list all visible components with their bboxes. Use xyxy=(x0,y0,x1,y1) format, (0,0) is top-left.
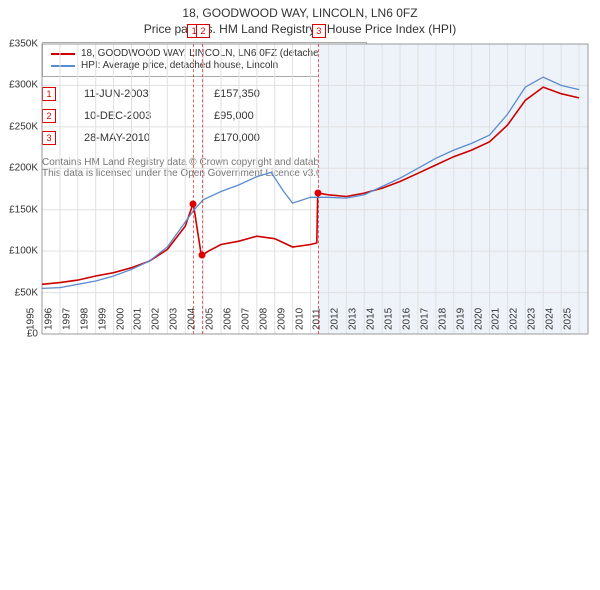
event-marker-box: 3 xyxy=(312,24,326,38)
x-tick-label: 1998 xyxy=(79,308,90,334)
x-tick-label: 2021 xyxy=(491,308,502,334)
event-vline xyxy=(202,44,203,334)
title-address: 18, GOODWOOD WAY, LINCOLN, LN6 0FZ xyxy=(0,6,600,20)
x-tick-label: 2020 xyxy=(473,308,484,334)
x-tick-label: 2016 xyxy=(401,308,412,334)
event-dot xyxy=(199,252,206,259)
y-tick-label: £200K xyxy=(9,163,42,174)
x-tick-label: 2025 xyxy=(563,308,574,334)
x-tick-label: 2013 xyxy=(348,308,359,334)
x-tick-label: 2014 xyxy=(366,308,377,334)
y-tick-label: £350K xyxy=(9,39,42,50)
x-tick-label: 2022 xyxy=(509,308,520,334)
x-tick-label: 2012 xyxy=(330,308,341,334)
x-tick-label: 1996 xyxy=(43,308,54,334)
event-vline xyxy=(193,44,194,334)
x-tick-label: 1999 xyxy=(97,308,108,334)
x-tick-label: 2003 xyxy=(169,308,180,334)
event-marker-box: 2 xyxy=(196,24,210,38)
x-tick-label: 1995 xyxy=(26,308,37,334)
y-tick-label: £150K xyxy=(9,204,42,215)
x-tick-label: 2015 xyxy=(384,308,395,334)
x-tick-label: 2009 xyxy=(276,308,287,334)
event-dot xyxy=(190,200,197,207)
y-tick-label: £50K xyxy=(15,287,42,298)
x-tick-label: 2018 xyxy=(437,308,448,334)
x-tick-label: 2017 xyxy=(419,308,430,334)
event-dot xyxy=(314,190,321,197)
x-tick-label: 2001 xyxy=(133,308,144,334)
x-tick-label: 2007 xyxy=(240,308,251,334)
x-tick-label: 1997 xyxy=(61,308,72,334)
price-chart: £0£50K£100K£150K£200K£250K£300K£350K1995… xyxy=(42,44,588,334)
x-tick-label: 2000 xyxy=(115,308,126,334)
x-tick-label: 2019 xyxy=(455,308,466,334)
title-sub: Price paid vs. HM Land Registry's House … xyxy=(0,22,600,36)
y-tick-label: £250K xyxy=(9,121,42,132)
x-tick-label: 2024 xyxy=(545,308,556,334)
y-tick-label: £300K xyxy=(9,80,42,91)
chart-titles: 18, GOODWOOD WAY, LINCOLN, LN6 0FZ Price… xyxy=(0,0,600,36)
x-tick-label: 2002 xyxy=(151,308,162,334)
x-tick-label: 2008 xyxy=(258,308,269,334)
y-tick-label: £100K xyxy=(9,246,42,257)
x-tick-label: 2010 xyxy=(294,308,305,334)
x-tick-label: 2005 xyxy=(205,308,216,334)
x-tick-label: 2006 xyxy=(222,308,233,334)
x-tick-label: 2023 xyxy=(527,308,538,334)
